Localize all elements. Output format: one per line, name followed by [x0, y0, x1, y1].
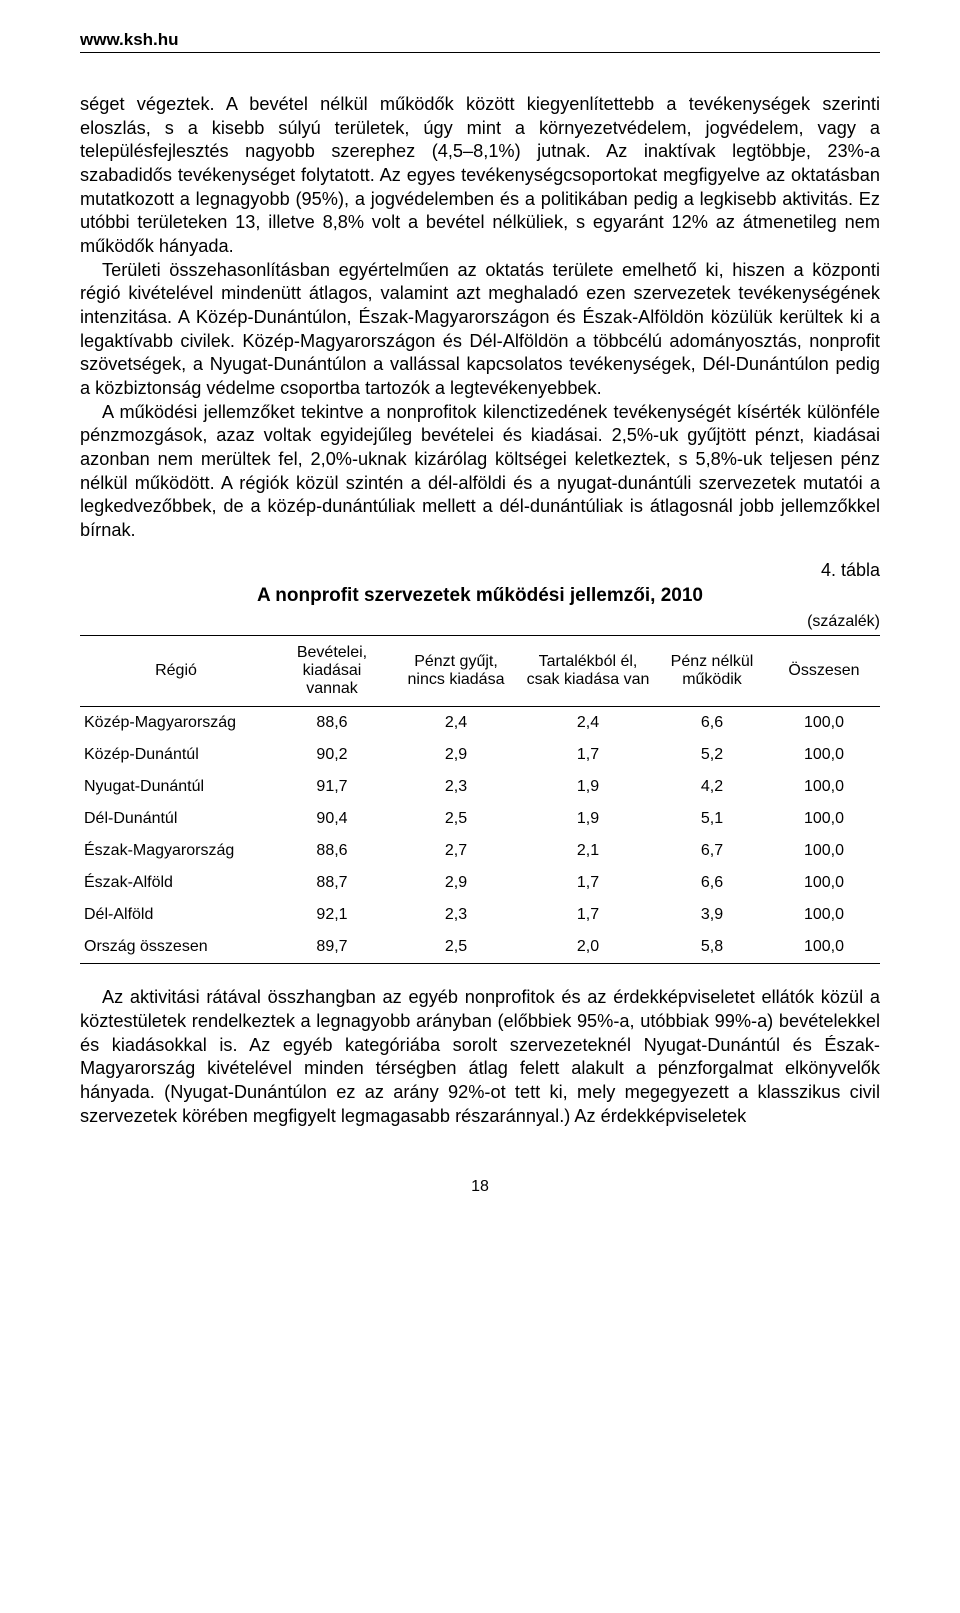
table-row: Észak-Alföld88,72,91,76,6100,0: [80, 867, 880, 899]
table-cell-value: 88,6: [272, 835, 392, 867]
table-cell-region: Észak-Alföld: [80, 867, 272, 899]
table-cell-value: 100,0: [768, 835, 880, 867]
table-cell-value: 1,7: [520, 739, 656, 771]
table-cell-value: 88,6: [272, 707, 392, 740]
table-row: Nyugat-Dunántúl91,72,31,94,2100,0: [80, 771, 880, 803]
table-cell-value: 3,9: [656, 899, 768, 931]
table-cell-value: 100,0: [768, 899, 880, 931]
table-cell-value: 90,2: [272, 739, 392, 771]
table-cell-value: 100,0: [768, 867, 880, 899]
table-header-cell: Összesen: [768, 636, 880, 707]
table-cell-value: 100,0: [768, 739, 880, 771]
table-row: Észak-Magyarország88,62,72,16,7100,0: [80, 835, 880, 867]
table-cell-value: 2,5: [392, 931, 520, 964]
paragraph-1: séget végeztek. A bevétel nélkül működők…: [80, 93, 880, 259]
table-cell-value: 2,7: [392, 835, 520, 867]
document-page: www.ksh.hu séget végeztek. A bevétel nél…: [0, 0, 960, 1236]
table-cell-value: 2,0: [520, 931, 656, 964]
table-cell-value: 1,7: [520, 899, 656, 931]
table-cell-value: 6,6: [656, 707, 768, 740]
paragraph-4: Az aktivitási rátával összhangban az egy…: [80, 986, 880, 1128]
table-cell-value: 89,7: [272, 931, 392, 964]
table-cell-value: 2,9: [392, 739, 520, 771]
table-cell-value: 1,9: [520, 771, 656, 803]
table-row: Közép-Magyarország88,62,42,46,6100,0: [80, 707, 880, 740]
table-header-cell: Pénzt gyűjt, nincs kiadása: [392, 636, 520, 707]
table-header-cell: Bevételei, kiadásai vannak: [272, 636, 392, 707]
table-row: Dél-Alföld92,12,31,73,9100,0: [80, 899, 880, 931]
table-cell-value: 100,0: [768, 707, 880, 740]
table-row: Ország összesen89,72,52,05,8100,0: [80, 931, 880, 964]
body-text-block-2: Az aktivitási rátával összhangban az egy…: [80, 986, 880, 1128]
table-cell-value: 100,0: [768, 771, 880, 803]
header-url: www.ksh.hu: [80, 30, 880, 53]
table-cell-region: Dél-Dunántúl: [80, 803, 272, 835]
table-cell-value: 6,6: [656, 867, 768, 899]
table-header-cell: Régió: [80, 636, 272, 707]
paragraph-2: Területi összehasonlításban egyértelműen…: [80, 259, 880, 401]
table-cell-region: Nyugat-Dunántúl: [80, 771, 272, 803]
table-cell-value: 90,4: [272, 803, 392, 835]
table-cell-value: 100,0: [768, 931, 880, 964]
table-cell-value: 92,1: [272, 899, 392, 931]
table-cell-value: 5,8: [656, 931, 768, 964]
table-unit: (százalék): [80, 613, 880, 631]
table-cell-value: 100,0: [768, 803, 880, 835]
table-cell-value: 2,4: [520, 707, 656, 740]
table-cell-value: 6,7: [656, 835, 768, 867]
table-cell-value: 88,7: [272, 867, 392, 899]
table-header-row: RégióBevételei, kiadásai vannakPénzt gyű…: [80, 636, 880, 707]
table-header-cell: Tartalékból él, csak kiadása van: [520, 636, 656, 707]
table-cell-region: Dél-Alföld: [80, 899, 272, 931]
body-text-block-1: séget végeztek. A bevétel nélkül működők…: [80, 93, 880, 542]
table-cell-value: 1,7: [520, 867, 656, 899]
table-cell-region: Észak-Magyarország: [80, 835, 272, 867]
table-cell-value: 2,9: [392, 867, 520, 899]
table-cell-value: 2,1: [520, 835, 656, 867]
table-cell-value: 91,7: [272, 771, 392, 803]
page-number: 18: [80, 1178, 880, 1196]
table-title: A nonprofit szervezetek működési jellemz…: [80, 585, 880, 607]
table-body: Közép-Magyarország88,62,42,46,6100,0Közé…: [80, 707, 880, 964]
table-cell-value: 2,4: [392, 707, 520, 740]
table-cell-region: Ország összesen: [80, 931, 272, 964]
table-cell-value: 5,2: [656, 739, 768, 771]
data-table: RégióBevételei, kiadásai vannakPénzt gyű…: [80, 635, 880, 964]
table-cell-value: 2,3: [392, 771, 520, 803]
table-cell-region: Közép-Magyarország: [80, 707, 272, 740]
table-row: Közép-Dunántúl90,22,91,75,2100,0: [80, 739, 880, 771]
table-head: RégióBevételei, kiadásai vannakPénzt gyű…: [80, 636, 880, 707]
table-cell-value: 4,2: [656, 771, 768, 803]
paragraph-3: A működési jellemzőket tekintve a nonpro…: [80, 401, 880, 543]
table-cell-value: 5,1: [656, 803, 768, 835]
table-cell-value: 2,3: [392, 899, 520, 931]
table-row: Dél-Dunántúl90,42,51,95,1100,0: [80, 803, 880, 835]
table-cell-value: 2,5: [392, 803, 520, 835]
table-cell-region: Közép-Dunántúl: [80, 739, 272, 771]
table-label: 4. tábla: [80, 560, 880, 581]
table-cell-value: 1,9: [520, 803, 656, 835]
table-header-cell: Pénz nélkül működik: [656, 636, 768, 707]
